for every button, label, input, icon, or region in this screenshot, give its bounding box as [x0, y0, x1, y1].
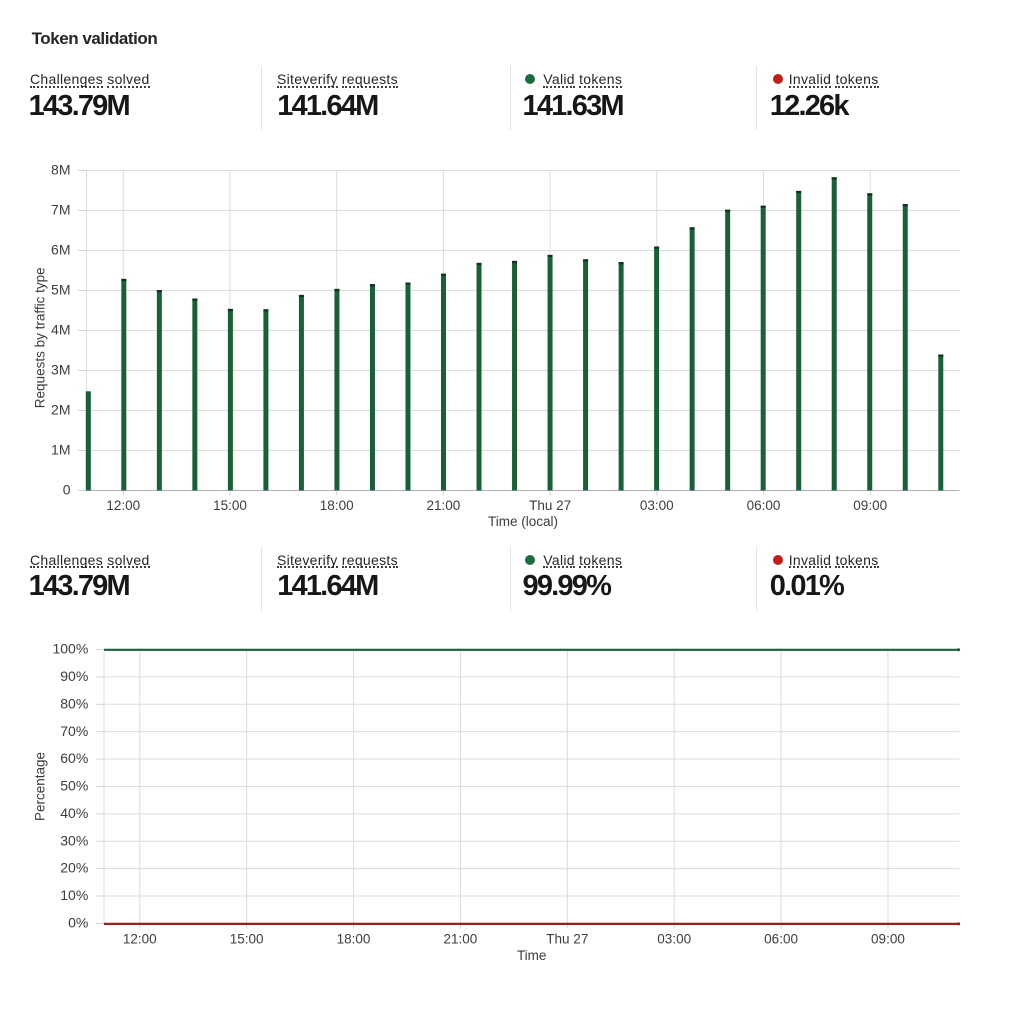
- svg-text:06:00: 06:00: [764, 931, 798, 946]
- svg-text:7M: 7M: [51, 202, 70, 218]
- svg-text:60%: 60%: [60, 750, 88, 766]
- svg-text:8M: 8M: [51, 162, 70, 178]
- svg-text:90%: 90%: [60, 668, 88, 684]
- svg-text:03:00: 03:00: [657, 931, 691, 946]
- svg-text:18:00: 18:00: [320, 498, 354, 513]
- svg-text:Thu 27: Thu 27: [529, 498, 571, 513]
- svg-text:0: 0: [63, 482, 71, 498]
- svg-text:Thu 27: Thu 27: [546, 931, 588, 946]
- svg-text:10%: 10%: [60, 887, 88, 903]
- svg-text:100%: 100%: [52, 641, 88, 657]
- svg-text:12:00: 12:00: [123, 931, 157, 946]
- svg-text:18:00: 18:00: [337, 931, 371, 946]
- svg-text:Percentage: Percentage: [32, 752, 47, 821]
- svg-text:15:00: 15:00: [213, 498, 247, 513]
- svg-text:06:00: 06:00: [747, 498, 781, 513]
- svg-text:09:00: 09:00: [853, 498, 887, 513]
- svg-text:5M: 5M: [51, 282, 70, 298]
- svg-text:21:00: 21:00: [427, 498, 461, 513]
- svg-text:2M: 2M: [51, 402, 70, 418]
- svg-text:6M: 6M: [51, 242, 70, 258]
- svg-text:20%: 20%: [60, 860, 88, 876]
- svg-text:Requests by traffic type: Requests by traffic type: [33, 267, 48, 408]
- svg-text:80%: 80%: [60, 695, 88, 711]
- svg-text:21:00: 21:00: [444, 931, 478, 946]
- svg-text:50%: 50%: [60, 778, 88, 794]
- svg-text:15:00: 15:00: [230, 931, 264, 946]
- svg-text:3M: 3M: [51, 362, 70, 378]
- svg-text:03:00: 03:00: [640, 498, 674, 513]
- svg-text:Time (local): Time (local): [488, 514, 558, 529]
- svg-text:09:00: 09:00: [871, 931, 905, 946]
- svg-text:40%: 40%: [60, 805, 88, 821]
- svg-text:0%: 0%: [68, 915, 88, 931]
- svg-text:70%: 70%: [60, 723, 88, 739]
- svg-text:Time: Time: [517, 948, 547, 963]
- svg-text:4M: 4M: [51, 322, 70, 338]
- svg-text:12:00: 12:00: [106, 498, 140, 513]
- svg-text:30%: 30%: [60, 832, 88, 848]
- svg-text:1M: 1M: [51, 442, 70, 458]
